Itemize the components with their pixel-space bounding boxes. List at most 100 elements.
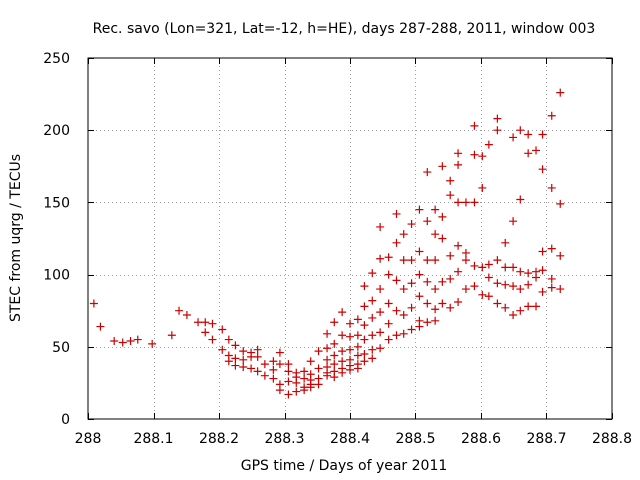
data-point	[360, 335, 369, 344]
data-point	[501, 303, 510, 312]
data-point	[538, 287, 547, 296]
data-point	[353, 315, 362, 324]
data-point	[516, 126, 525, 135]
data-point	[392, 209, 401, 218]
data-point	[360, 282, 369, 291]
data-point	[470, 198, 479, 207]
data-point	[538, 247, 547, 256]
y-tick-labels: 0 50 100 150 200 250	[43, 51, 70, 428]
data-point	[239, 363, 248, 372]
y-tick-label: 100	[43, 268, 70, 284]
data-point	[547, 111, 556, 120]
x-tick-labels: 288 288.1 288.2 288.3 288.4 288.5 288.6 288.7 28…	[75, 431, 632, 447]
data-point	[509, 263, 518, 272]
data-point	[126, 337, 135, 346]
data-point	[330, 360, 339, 369]
data-point	[446, 176, 455, 185]
y-tick-label: 0	[61, 412, 70, 428]
data-point	[148, 339, 157, 348]
data-point	[501, 238, 510, 247]
data-point	[516, 285, 525, 294]
data-point	[208, 319, 217, 328]
data-point	[368, 354, 377, 363]
data-point	[231, 361, 240, 370]
data-point	[478, 290, 487, 299]
data-point	[360, 357, 369, 366]
data-point	[368, 269, 377, 278]
data-point	[509, 282, 518, 291]
data-point	[446, 191, 455, 200]
data-point	[415, 292, 424, 301]
data-point	[556, 88, 565, 97]
data-point	[399, 311, 408, 320]
data-point	[423, 318, 432, 327]
x-tick-label: 288.4	[330, 431, 370, 447]
data-point	[524, 130, 533, 139]
data-point	[399, 256, 408, 265]
data-point	[493, 126, 502, 135]
data-point	[415, 270, 424, 279]
data-point	[167, 331, 176, 340]
data-point	[431, 316, 440, 325]
data-point	[532, 273, 541, 282]
data-point	[384, 270, 393, 279]
data-point	[461, 198, 470, 207]
data-point	[314, 347, 323, 356]
data-point	[275, 386, 284, 395]
data-point	[89, 299, 98, 308]
data-point	[218, 345, 227, 354]
data-point	[407, 325, 416, 334]
data-point	[524, 149, 533, 158]
data-point	[478, 183, 487, 192]
data-point	[446, 251, 455, 260]
data-point	[231, 354, 240, 363]
data-point	[407, 279, 416, 288]
data-point	[478, 263, 487, 272]
data-point	[384, 299, 393, 308]
x-tick-label: 288.3	[264, 431, 304, 447]
data-point	[484, 140, 493, 149]
data-point	[360, 302, 369, 311]
data-point	[330, 339, 339, 348]
y-tick-label: 250	[43, 51, 70, 67]
data-point	[501, 263, 510, 272]
data-point	[275, 348, 284, 357]
data-point	[461, 248, 470, 257]
data-point	[461, 285, 470, 294]
data-point	[423, 256, 432, 265]
data-point	[454, 298, 463, 307]
data-point	[346, 332, 354, 341]
data-point	[231, 341, 240, 350]
data-point	[182, 311, 191, 320]
data-point	[547, 244, 556, 253]
data-point	[376, 328, 385, 337]
x-tick-label: 288.7	[526, 431, 566, 447]
data-point	[384, 253, 393, 262]
data-point	[501, 280, 510, 289]
data-point	[275, 360, 284, 369]
data-point	[384, 335, 393, 344]
x-tick-label: 288.8	[592, 431, 632, 447]
data-point	[423, 168, 432, 177]
data-point	[300, 386, 309, 395]
data-point	[431, 205, 440, 214]
data-point	[399, 230, 408, 239]
data-point	[407, 220, 416, 229]
data-point	[323, 329, 332, 338]
data-point	[96, 322, 105, 331]
data-point	[201, 318, 210, 327]
data-point	[438, 212, 447, 221]
data-point	[438, 234, 447, 243]
data-point	[454, 267, 463, 276]
data-point	[376, 285, 385, 294]
x-tick-label: 288.2	[199, 431, 239, 447]
data-point	[423, 299, 432, 308]
data-point	[323, 355, 332, 364]
data-point	[407, 303, 416, 312]
data-point	[368, 331, 377, 340]
data-point	[431, 305, 440, 314]
data-point	[284, 377, 293, 386]
data-point	[376, 344, 385, 353]
data-point	[470, 121, 479, 130]
data-point	[284, 367, 293, 376]
